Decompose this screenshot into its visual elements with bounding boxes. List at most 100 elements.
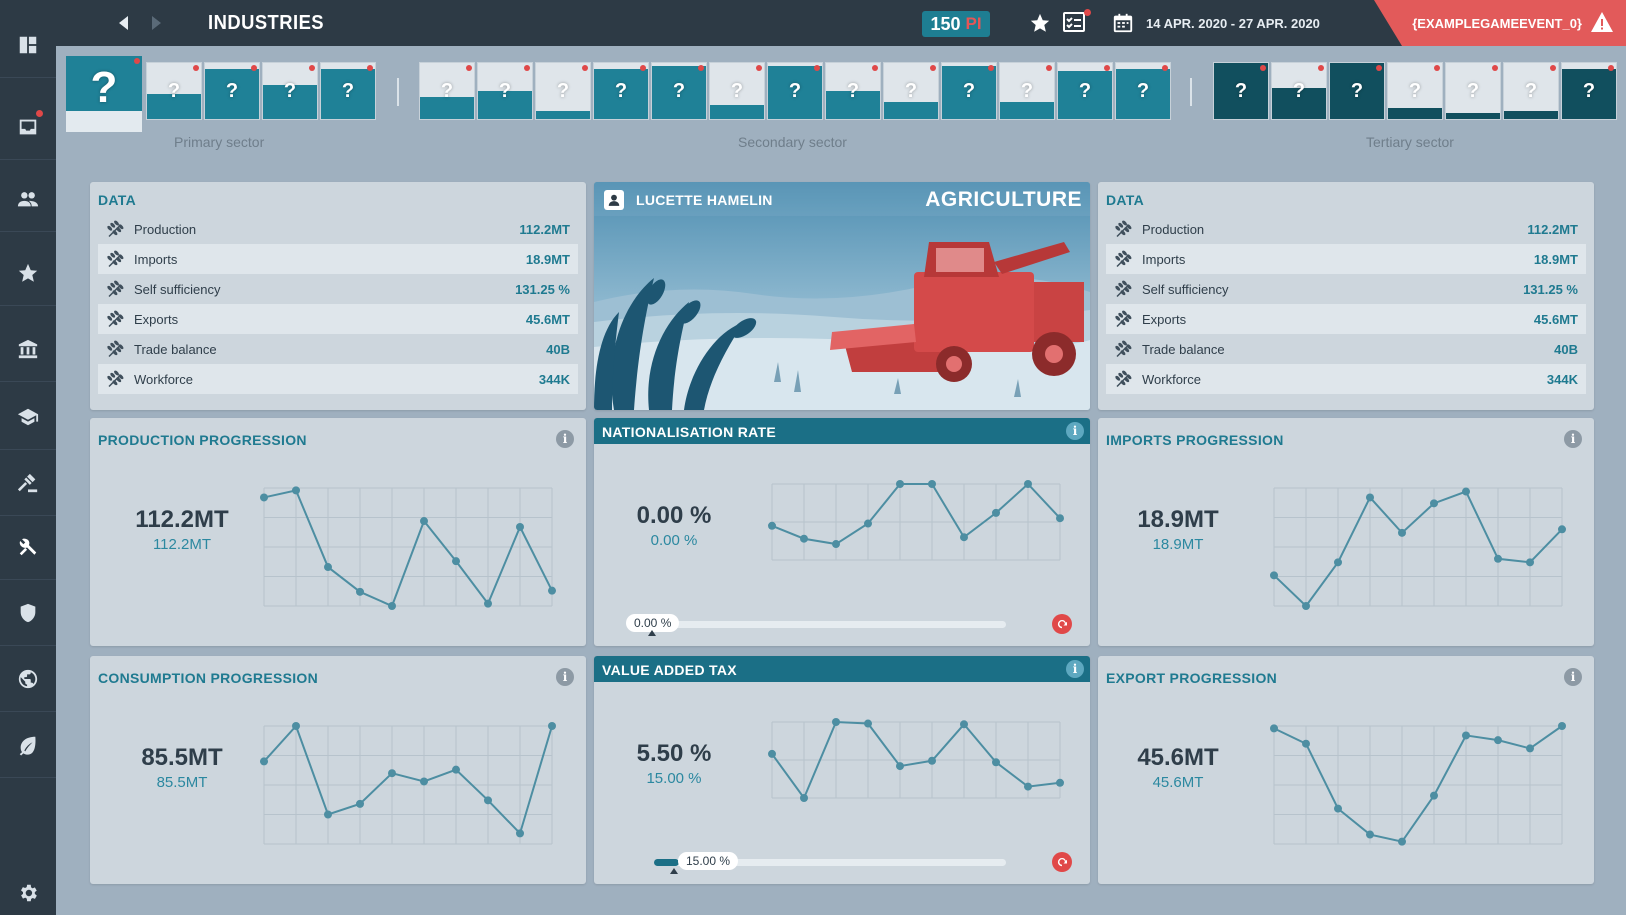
panel-title: EXPORT PROGRESSION [1106,670,1278,686]
secondary-industry-tile[interactable]: ? [419,62,475,120]
tile-fill [147,93,201,119]
sidebar-item-justice[interactable] [0,450,56,516]
secondary-industry-tile[interactable]: ? [941,62,997,120]
secondary-industry-tile[interactable]: ? [883,62,939,120]
reset-button[interactable] [1052,852,1072,872]
advisor-avatar-icon[interactable] [604,190,624,210]
sidebar-item-defense[interactable] [0,580,56,646]
data-point [1056,778,1064,787]
data-point [1366,493,1374,502]
wheat-icon [1115,280,1132,298]
notification-dot [1318,65,1324,71]
reset-button[interactable] [1052,614,1072,634]
secondary-industry-tile[interactable]: ? [999,62,1055,120]
info-icon[interactable]: i [1066,660,1084,678]
tertiary-industry-tile[interactable]: ? [1213,62,1269,120]
wheat-icon [1115,370,1132,388]
unknown-industry-icon: ? [90,63,118,112]
secondary-industry-tile[interactable]: ? [651,62,707,120]
industry-title: AGRICULTURE [925,188,1082,211]
nationalisation-rate-panel: NATIONALISATION RATE i 0.00 % 0.00 % 0.0… [594,418,1090,646]
favourite-button[interactable] [1028,12,1052,34]
data-point [1558,525,1566,534]
warning-icon [1591,12,1613,32]
sidebar-item-diplomacy[interactable] [0,646,56,712]
sidebar-item-population[interactable] [0,166,56,232]
vat-slider[interactable] [654,859,1006,866]
exports-line-chart [1270,722,1566,846]
unknown-industry-icon: ? [1582,79,1596,102]
tile-fill [536,110,590,119]
info-icon[interactable]: i [1564,668,1582,686]
unknown-industry-icon: ? [1408,79,1422,102]
row-value: 40B [546,341,570,357]
primary-industry-tile[interactable]: ? [204,62,260,120]
info-icon[interactable]: i [1564,430,1582,448]
nationalisation-slider[interactable] [630,621,1006,628]
secondary-industry-tile[interactable]: ? [593,62,649,120]
forward-button[interactable] [146,12,166,34]
sidebar-item-environment[interactable] [0,712,56,778]
row-label: Trade balance [134,341,217,357]
tile-fill [826,91,880,119]
data-point [1398,528,1406,537]
primary-industry-tile[interactable]: ? [146,62,202,120]
tile-fill [420,96,474,119]
data-row-trade-balance: Trade balance 40B [1106,334,1586,364]
secondary-industry-tile[interactable]: ? [767,62,823,120]
checklist-icon [1063,12,1085,32]
unknown-industry-icon: ? [904,79,918,102]
data-point [452,765,460,774]
row-label: Production [134,221,197,237]
data-point [1302,602,1310,610]
tertiary-industry-tile[interactable]: ? [1445,62,1501,120]
data-point [260,493,268,502]
data-point [928,480,936,488]
primary-industry-tile[interactable]: ? [320,62,376,120]
info-icon[interactable]: i [556,668,574,686]
data-point [292,722,300,730]
sidebar-item-industries[interactable] [0,514,56,580]
tertiary-industry-tile[interactable]: ? [1271,62,1327,120]
tasks-button[interactable] [1062,9,1091,36]
primary-industry-tile[interactable]: ? [262,62,318,120]
event-banner[interactable]: {EXAMPLEGAMEEVENT_0} [1374,0,1626,46]
data-row-self-sufficiency: Self sufficiency 131.25 % [1106,274,1586,304]
secondary-industry-tile[interactable]: ? [825,62,881,120]
tertiary-industry-tile[interactable]: ? [1387,62,1443,120]
sidebar-item-favourites[interactable] [0,240,56,306]
row-label: Imports [134,251,178,267]
tertiary-industry-tile[interactable]: ? [1329,62,1385,120]
sidebar-item-settings[interactable] [0,860,56,915]
panel-header: VALUE ADDED TAX i [594,656,1090,682]
data-point [484,796,492,805]
secondary-industry-tile[interactable]: ? [1057,62,1113,120]
notification-dot [988,65,994,71]
secondary-industry-tile[interactable]: ? [1115,62,1171,120]
tertiary-industry-tile[interactable]: ? [1561,62,1617,120]
data-point [992,758,1000,767]
tertiary-industry-tile[interactable]: ? [1503,62,1559,120]
info-icon[interactable]: i [1066,422,1084,440]
primary-industry-tile[interactable]: ? [66,56,142,132]
sidebar-item-education[interactable] [0,384,56,450]
back-button[interactable] [114,12,134,34]
row-label: Workforce [1142,371,1201,387]
sidebar-item-inbox[interactable] [0,94,56,160]
panel-header: NATIONALISATION RATE i [594,418,1090,444]
data-point [260,757,268,766]
sidebar-item-economy[interactable] [0,316,56,382]
secondary-industry-tile[interactable]: ? [709,62,765,120]
slider-handle[interactable] [670,868,678,874]
data-point [1526,744,1534,753]
notification-dot [134,58,140,64]
info-icon[interactable]: i [556,430,574,448]
secondary-industry-tile[interactable]: ? [535,62,591,120]
sidebar-item-dashboard[interactable] [0,12,56,78]
unknown-industry-icon: ? [962,79,976,102]
data-row-exports: Exports 45.6MT [1106,304,1586,334]
unknown-industry-icon: ? [1350,79,1364,102]
data-row-exports: Exports 45.6MT [98,304,578,334]
slider-handle[interactable] [648,630,656,636]
secondary-industry-tile[interactable]: ? [477,62,533,120]
